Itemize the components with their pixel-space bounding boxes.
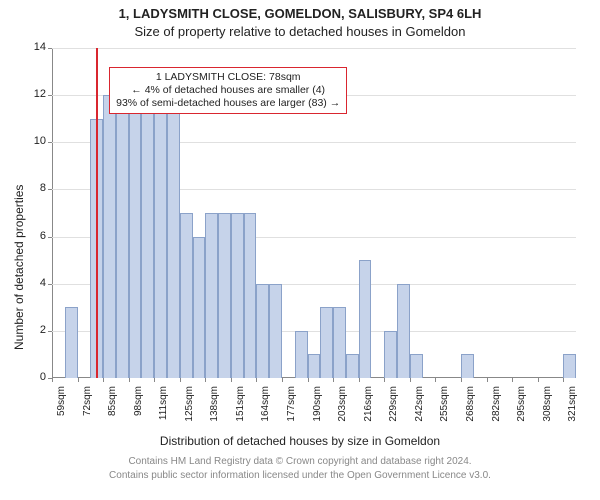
x-tick-label: 268sqm bbox=[465, 386, 476, 434]
reference-line bbox=[96, 48, 98, 378]
y-axis-line bbox=[52, 48, 53, 378]
x-tick-label: 242sqm bbox=[414, 386, 425, 434]
y-tick-label: 10 bbox=[24, 135, 46, 147]
x-tick-label: 125sqm bbox=[184, 386, 195, 434]
footer-line2: Contains public sector information licen… bbox=[0, 470, 600, 481]
plot-area: 1 LADYSMITH CLOSE: 78sqm← 4% of detached… bbox=[52, 48, 576, 378]
y-tick-mark bbox=[48, 189, 52, 190]
y-tick-label: 12 bbox=[24, 88, 46, 100]
histogram-bar bbox=[103, 95, 116, 378]
histogram-bar bbox=[563, 354, 576, 378]
x-tick-label: 111sqm bbox=[158, 386, 169, 434]
info-box: 1 LADYSMITH CLOSE: 78sqm← 4% of detached… bbox=[109, 67, 347, 114]
x-tick-mark bbox=[256, 378, 257, 382]
x-tick-label: 190sqm bbox=[312, 386, 323, 434]
x-tick-mark bbox=[538, 378, 539, 382]
histogram-bar bbox=[384, 331, 397, 378]
histogram-bar bbox=[116, 95, 129, 378]
y-tick-label: 0 bbox=[24, 371, 46, 383]
histogram-bar bbox=[167, 95, 180, 378]
x-tick-mark bbox=[384, 378, 385, 382]
y-tick-label: 6 bbox=[24, 230, 46, 242]
histogram-bar bbox=[141, 95, 154, 378]
histogram-bar bbox=[256, 284, 269, 378]
histogram-bar bbox=[244, 213, 257, 378]
histogram-bar bbox=[295, 331, 308, 378]
chart-container: 1, LADYSMITH CLOSE, GOMELDON, SALISBURY,… bbox=[0, 0, 600, 500]
histogram-bar bbox=[218, 213, 231, 378]
x-tick-label: 85sqm bbox=[107, 386, 118, 434]
x-tick-mark bbox=[461, 378, 462, 382]
x-tick-mark bbox=[435, 378, 436, 382]
x-tick-label: 98sqm bbox=[133, 386, 144, 434]
y-tick-mark bbox=[48, 331, 52, 332]
y-tick-label: 8 bbox=[24, 182, 46, 194]
x-tick-mark bbox=[308, 378, 309, 382]
histogram-bar bbox=[180, 213, 193, 378]
histogram-bar bbox=[205, 213, 218, 378]
info-box-line: 93% of semi-detached houses are larger (… bbox=[116, 97, 340, 109]
histogram-bar bbox=[397, 284, 410, 378]
x-tick-mark bbox=[512, 378, 513, 382]
info-box-line: 1 LADYSMITH CLOSE: 78sqm bbox=[156, 71, 301, 83]
histogram-bar bbox=[269, 284, 282, 378]
chart-title-line1: 1, LADYSMITH CLOSE, GOMELDON, SALISBURY,… bbox=[0, 6, 600, 21]
x-axis-label: Distribution of detached houses by size … bbox=[0, 434, 600, 448]
x-tick-mark bbox=[180, 378, 181, 382]
y-tick-mark bbox=[48, 284, 52, 285]
histogram-bar bbox=[410, 354, 423, 378]
histogram-bar bbox=[308, 354, 321, 378]
x-tick-label: 295sqm bbox=[516, 386, 527, 434]
x-tick-mark bbox=[78, 378, 79, 382]
x-tick-mark bbox=[103, 378, 104, 382]
histogram-bar bbox=[193, 237, 206, 378]
x-tick-label: 308sqm bbox=[542, 386, 553, 434]
histogram-bar bbox=[359, 260, 372, 378]
histogram-bar bbox=[461, 354, 474, 378]
x-tick-label: 282sqm bbox=[491, 386, 502, 434]
x-tick-label: 164sqm bbox=[260, 386, 271, 434]
x-tick-mark bbox=[359, 378, 360, 382]
histogram-bar bbox=[346, 354, 359, 378]
y-tick-label: 14 bbox=[24, 41, 46, 53]
x-tick-label: 72sqm bbox=[82, 386, 93, 434]
x-tick-mark bbox=[231, 378, 232, 382]
histogram-bar bbox=[231, 213, 244, 378]
x-tick-mark bbox=[205, 378, 206, 382]
x-tick-mark bbox=[410, 378, 411, 382]
histogram-bar bbox=[154, 95, 167, 378]
gridline bbox=[52, 48, 576, 49]
x-tick-mark bbox=[282, 378, 283, 382]
chart-title-line2: Size of property relative to detached ho… bbox=[0, 24, 600, 39]
x-tick-mark bbox=[333, 378, 334, 382]
histogram-bar bbox=[320, 307, 333, 378]
histogram-bar bbox=[333, 307, 346, 378]
x-tick-label: 216sqm bbox=[363, 386, 374, 434]
x-tick-label: 138sqm bbox=[209, 386, 220, 434]
x-tick-mark bbox=[129, 378, 130, 382]
x-tick-mark bbox=[563, 378, 564, 382]
y-tick-mark bbox=[48, 142, 52, 143]
x-tick-label: 321sqm bbox=[567, 386, 578, 434]
info-box-line: ← 4% of detached houses are smaller (4) bbox=[131, 84, 325, 96]
x-tick-mark bbox=[487, 378, 488, 382]
y-tick-label: 4 bbox=[24, 277, 46, 289]
histogram-bar bbox=[65, 307, 78, 378]
x-tick-label: 203sqm bbox=[337, 386, 348, 434]
x-tick-label: 151sqm bbox=[235, 386, 246, 434]
y-tick-mark bbox=[48, 237, 52, 238]
x-tick-label: 255sqm bbox=[439, 386, 450, 434]
footer-line1: Contains HM Land Registry data © Crown c… bbox=[0, 456, 600, 467]
x-tick-mark bbox=[154, 378, 155, 382]
x-tick-label: 177sqm bbox=[286, 386, 297, 434]
x-tick-label: 229sqm bbox=[388, 386, 399, 434]
x-tick-label: 59sqm bbox=[56, 386, 67, 434]
y-tick-mark bbox=[48, 48, 52, 49]
histogram-bar bbox=[129, 95, 142, 378]
y-tick-label: 2 bbox=[24, 324, 46, 336]
y-tick-mark bbox=[48, 95, 52, 96]
x-tick-mark bbox=[52, 378, 53, 382]
